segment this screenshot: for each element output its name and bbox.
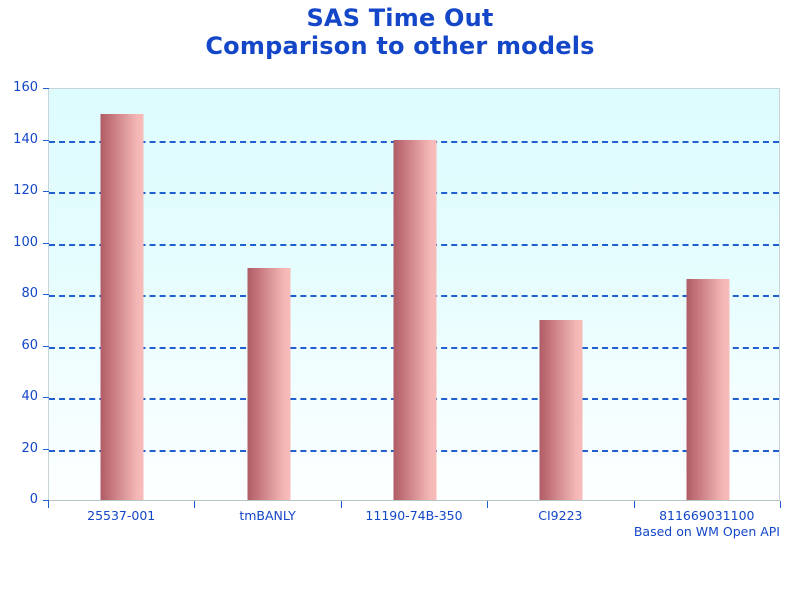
x-axis-tick — [194, 501, 196, 508]
y-axis-tick — [43, 242, 49, 244]
y-axis-tick-label: 80 — [21, 286, 38, 301]
y-axis-tick — [43, 500, 49, 501]
x-axis-tick — [340, 501, 342, 508]
y-axis-tick-label: 100 — [13, 234, 38, 250]
bar-slot — [49, 89, 195, 500]
x-axis-tick — [48, 501, 49, 508]
bar-slot — [195, 89, 341, 500]
y-axis-tick — [43, 139, 49, 141]
x-axis-tick-labels: 25537-001 tmBANLY 11190-74B-350 CI9223 81166… — [48, 508, 780, 528]
page-title: SAS Time Out — [306, 4, 494, 32]
bars-layer — [49, 89, 779, 500]
bar-slot — [342, 89, 488, 500]
chart-footnote: Based on WM Open API — [633, 524, 780, 539]
bar-slot — [488, 89, 634, 500]
bar-slot — [635, 89, 781, 500]
y-axis-tick-label: 160 — [13, 80, 38, 95]
bar[interactable] — [686, 278, 730, 500]
chart-subtitle: Comparison to other models — [205, 32, 595, 60]
y-axis-tick-label: 140 — [13, 131, 38, 147]
x-axis-tick-label: 11190-74B-350 — [365, 508, 463, 523]
x-axis-line — [48, 500, 780, 501]
x-axis-tick-label: CI9223 — [538, 508, 583, 523]
y-axis-tick — [43, 397, 49, 398]
y-axis-tick — [43, 294, 49, 295]
x-axis-tick — [780, 501, 781, 508]
y-axis-tick — [43, 448, 49, 450]
chart-title-block: SAS Time Out Comparison to other models — [0, 4, 800, 61]
x-axis-tick-label: 811669031100 — [659, 508, 755, 523]
y-axis-tick — [43, 88, 49, 89]
y-axis-tick-label: 20 — [21, 440, 38, 456]
x-axis-tick-label: tmBANLY — [239, 508, 296, 523]
y-axis-tick-label: 60 — [21, 337, 38, 353]
y-axis-tick-label: 40 — [21, 389, 38, 404]
y-axis-tick — [43, 191, 49, 192]
bar[interactable] — [100, 113, 144, 500]
bar[interactable] — [393, 139, 437, 500]
bar[interactable] — [539, 319, 583, 500]
y-axis-tick-label: 120 — [13, 183, 38, 198]
y-axis-tick — [43, 345, 49, 347]
plot-area — [48, 88, 780, 500]
y-axis-tick-label: 0 — [29, 492, 38, 507]
y-axis-tick-labels: 0 20 40 60 80 100 120 140 160 — [0, 0, 42, 600]
x-axis-tick — [487, 501, 489, 508]
x-axis-tick — [633, 501, 635, 508]
bar[interactable] — [247, 268, 291, 500]
x-axis-tick-label: 25537-001 — [87, 508, 156, 523]
